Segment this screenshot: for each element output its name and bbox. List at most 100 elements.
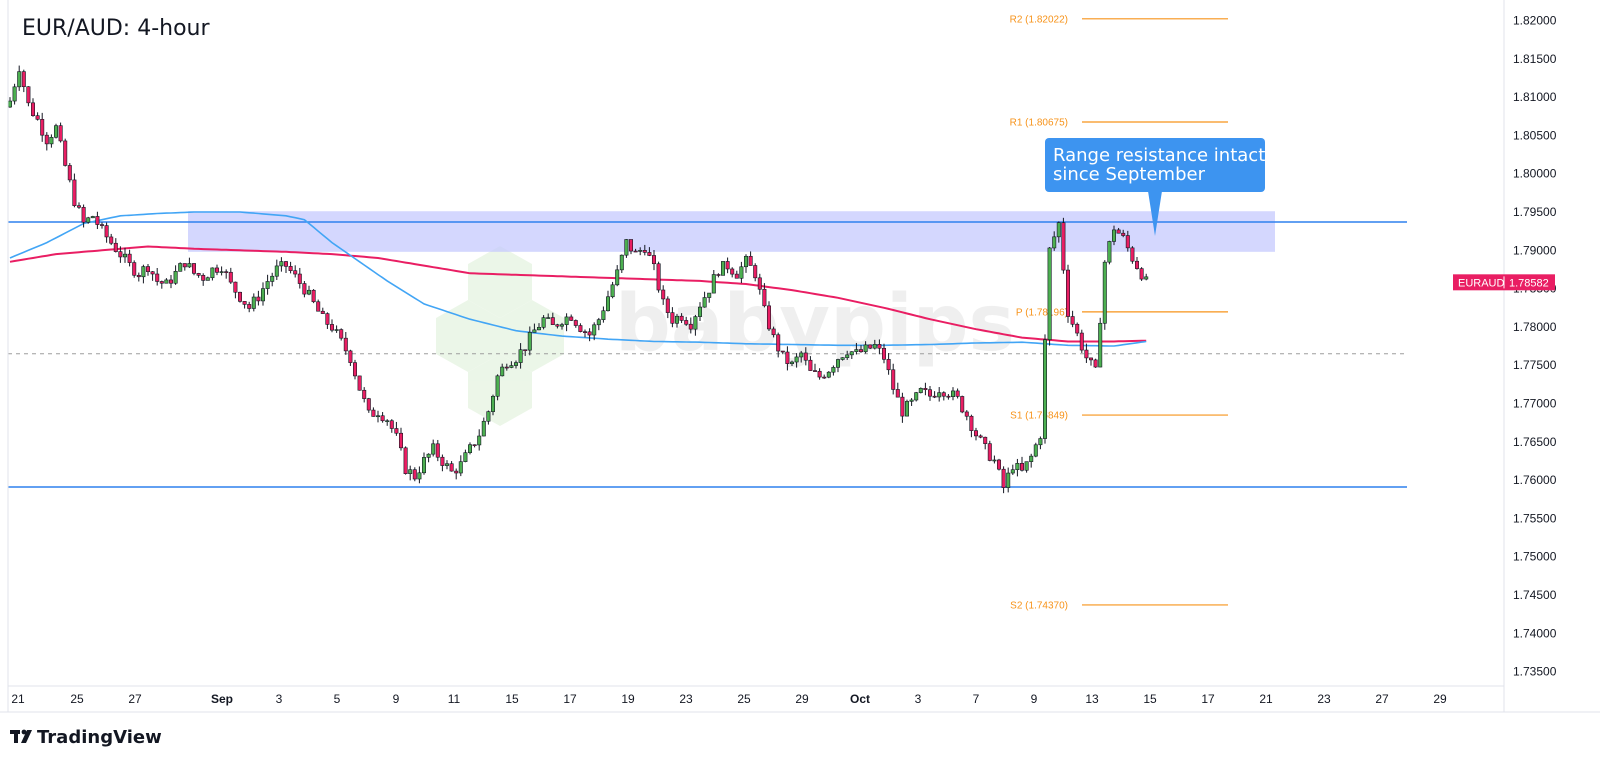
candle-up (849, 351, 854, 356)
x-tick-label: 27 (128, 692, 142, 706)
candle-down (964, 411, 969, 417)
candle-up (444, 463, 449, 466)
candle-down (573, 320, 578, 326)
candle-up (495, 375, 500, 397)
candle-up (794, 356, 799, 363)
candle-down (1125, 235, 1130, 249)
candle-down (412, 469, 417, 480)
candle-down (109, 236, 114, 244)
candle-up (596, 319, 601, 326)
candle-up (17, 71, 22, 88)
candle-down (150, 271, 155, 275)
moving-average-pink[interactable] (9, 245, 1147, 343)
candle-down (192, 263, 197, 274)
candle-down (454, 470, 459, 474)
candle-up (546, 317, 551, 319)
x-axis[interactable]: 21 25 27 Sep 3 5 9 11 15 17 19 23 25 29 Oct 3 7 9 13 15 17 21… (11, 692, 1447, 706)
candle-up (863, 344, 868, 353)
candle-up (187, 263, 192, 268)
y-tick-label: 1.81500 (1513, 52, 1557, 66)
y-tick-label: 1.79000 (1513, 243, 1557, 257)
candle-up (1052, 236, 1057, 249)
candle-down (969, 415, 974, 431)
candle-up (490, 395, 495, 412)
candle-up (518, 349, 523, 363)
candle-down (780, 350, 785, 353)
candle-up (845, 354, 850, 358)
candle-up (1015, 463, 1020, 471)
candle-up (1033, 444, 1038, 457)
pivot-label: R2 (1.82022) (1010, 14, 1068, 25)
candle-up (992, 459, 997, 462)
pivot-label: S2 (1.74370) (1010, 600, 1068, 611)
candle-down (389, 420, 394, 429)
candle-up (1038, 438, 1043, 446)
x-tick-label: 9 (1031, 692, 1038, 706)
candle-down (987, 443, 992, 461)
candle-up (739, 266, 744, 279)
candle-down (242, 301, 247, 305)
candle-down (960, 396, 965, 413)
candle-down (716, 274, 721, 276)
candle-up (385, 420, 390, 423)
candle-up (937, 392, 942, 398)
candle-up (950, 390, 955, 397)
y-tick-label: 1.79500 (1513, 205, 1557, 219)
candle-up (1098, 322, 1103, 368)
candle-down (21, 71, 26, 88)
candle-down (339, 329, 344, 339)
candle-down (656, 263, 661, 291)
y-tick-label: 1.75000 (1513, 550, 1557, 564)
candle-up (831, 367, 836, 373)
tradingview-logo[interactable]: TradingView (10, 727, 162, 748)
candle-down (803, 352, 808, 361)
candle-down (155, 273, 160, 282)
candle-up (210, 267, 215, 279)
candle-down (670, 312, 675, 324)
candle-up (619, 254, 624, 271)
candle-down (440, 456, 445, 466)
candle-down (785, 351, 790, 364)
candle-down (329, 324, 334, 331)
candle-up (541, 317, 546, 328)
candle-down (293, 270, 298, 275)
candle-down (504, 366, 509, 369)
candle-down (127, 253, 132, 263)
candle-up (799, 352, 804, 358)
candle-down (30, 102, 35, 116)
y-tick-label: 1.77500 (1513, 358, 1557, 372)
candle-up (431, 443, 436, 455)
candle-up (743, 255, 748, 268)
candle-up (90, 216, 95, 219)
candle-down (311, 289, 316, 303)
x-tick-label: Oct (850, 692, 870, 706)
candle-down (472, 444, 477, 447)
candle-up (592, 324, 597, 336)
x-tick-label: 3 (276, 692, 283, 706)
y-axis[interactable]: 1.82000 1.81500 1.81000 1.80500 1.80000 1.795… (1513, 14, 1557, 679)
y-tick-label: 1.80000 (1513, 167, 1557, 181)
candle-up (697, 306, 702, 317)
x-tick-label: 29 (1433, 692, 1447, 706)
candle-down (748, 255, 753, 266)
candle-down (1061, 222, 1066, 271)
moving-average-blue[interactable] (9, 211, 1147, 347)
x-tick-label: 21 (1259, 692, 1273, 706)
candle-down (380, 415, 385, 422)
candle-up (205, 277, 210, 281)
candle-down (81, 206, 86, 223)
candle-up (914, 392, 919, 401)
candle-down (858, 349, 863, 353)
candle-down (233, 281, 238, 293)
candle-down (776, 334, 781, 352)
callout: Range resistance intact since September (1045, 138, 1265, 236)
candle-down (238, 291, 243, 302)
x-tick-label: 23 (1317, 692, 1331, 706)
candle-down (868, 344, 873, 349)
candle-up (1006, 472, 1011, 488)
candle-up (260, 288, 265, 302)
x-tick-label: 9 (393, 692, 400, 706)
x-tick-label: 7 (973, 692, 980, 706)
candle-down (169, 279, 174, 284)
